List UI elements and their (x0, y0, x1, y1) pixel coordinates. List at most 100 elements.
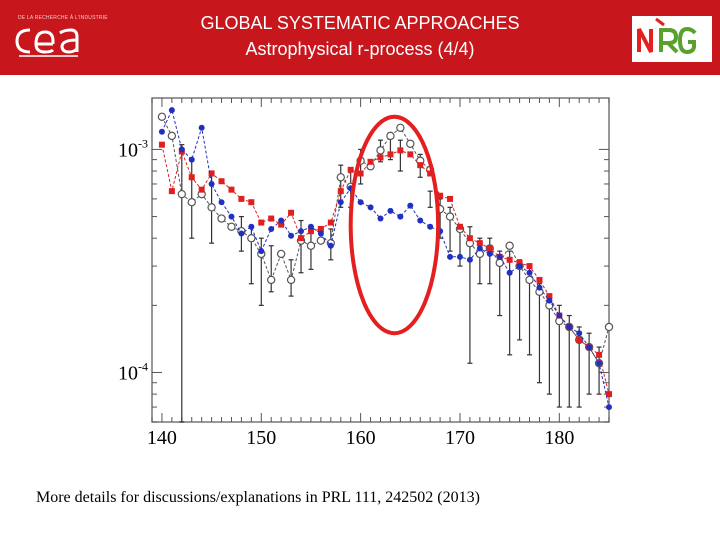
data-point-open-circle (187, 197, 196, 207)
data-point-square (307, 228, 314, 235)
data-point-square (367, 158, 374, 165)
data-point-filled-circle (268, 225, 275, 232)
data-point-square (228, 186, 235, 193)
data-point-filled-circle (586, 344, 593, 351)
cea-logo-tagline: DE LA RECHERCHE À L'INDUSTRIE (18, 15, 108, 21)
data-point-filled-circle (278, 217, 285, 224)
data-point-filled-circle (178, 146, 185, 153)
data-point-filled-circle (417, 217, 424, 224)
highlight-ellipse (348, 114, 441, 336)
x-tick-label: 160 (346, 427, 376, 449)
x-tick-label: 170 (445, 427, 475, 449)
data-point-filled-circle (516, 263, 523, 270)
data-point-square (506, 256, 513, 263)
data-point-filled-circle (218, 199, 225, 206)
data-point-filled-circle (387, 207, 394, 214)
series-line-0 (161, 116, 610, 365)
data-point-filled-circle (447, 253, 454, 260)
slide-title: GLOBAL SYSTEMATIC APPROACHES Astrophysic… (120, 10, 600, 62)
data-point-filled-circle (228, 213, 235, 220)
data-point-square (377, 154, 384, 161)
data-point-square (268, 215, 275, 222)
data-point-open-circle (386, 131, 395, 141)
data-point-filled-circle (576, 330, 583, 337)
slide-title-line1: GLOBAL SYSTEMATIC APPROACHES (200, 13, 520, 33)
data-point-open-circle (445, 212, 455, 221)
data-point-square (526, 263, 533, 270)
data-point-open-circle (207, 203, 216, 212)
data-point-open-circle (286, 275, 296, 285)
data-point-filled-circle (536, 284, 543, 291)
data-point-square (516, 259, 523, 266)
data-point-open-circle (396, 123, 405, 132)
data-point-square (238, 195, 245, 202)
y-tick-label: 10-3 (118, 136, 148, 161)
data-point-square (596, 351, 603, 358)
data-point-filled-circle (198, 124, 205, 131)
data-point-square (198, 186, 205, 193)
data-point-open-circle (306, 241, 316, 250)
data-point-open-circle (495, 258, 504, 268)
data-point-open-circle (316, 236, 326, 245)
data-point-filled-circle (466, 256, 473, 263)
data-point-filled-circle (208, 180, 215, 187)
data-point-square (407, 151, 414, 158)
data-point-square (427, 170, 434, 177)
data-point-open-circle (604, 322, 614, 332)
data-point-square (347, 166, 354, 173)
data-point-square (278, 221, 285, 228)
data-point-square (536, 276, 543, 283)
data-point-open-circle (217, 214, 226, 223)
data-point-filled-circle (168, 107, 175, 114)
data-point-filled-circle (258, 248, 265, 255)
data-point-square (466, 235, 473, 242)
data-point-open-circle (227, 222, 236, 231)
data-point-square (417, 162, 424, 169)
data-point-filled-circle (188, 156, 195, 163)
data-point-square (456, 223, 463, 230)
data-point-square (317, 225, 324, 232)
data-point-filled-circle (496, 253, 503, 260)
nrg-logo (632, 16, 712, 62)
data-point-filled-circle (367, 204, 374, 211)
data-point-open-circle (157, 112, 167, 122)
data-point-open-circle (247, 233, 256, 243)
data-point-square (188, 174, 195, 181)
data-point-filled-circle (456, 253, 463, 260)
data-point-square (387, 151, 394, 158)
data-point-square (288, 209, 295, 216)
data-point-square (447, 195, 454, 202)
data-point-open-circle (276, 249, 286, 259)
data-point-filled-circle (238, 230, 245, 237)
data-point-open-circle (177, 189, 187, 199)
data-point-square (168, 188, 175, 195)
footer-note: More details for discussions/explanation… (36, 489, 480, 506)
data-point-filled-circle (317, 230, 324, 237)
data-point-square (208, 170, 215, 177)
data-point-filled-circle (298, 228, 305, 235)
data-point-filled-circle (556, 312, 563, 319)
data-point-filled-circle (397, 213, 404, 220)
data-point-square (337, 188, 344, 195)
data-point-filled-circle (327, 242, 334, 249)
cea-logo: DE LA RECHERCHE À L'INDUSTRIE (8, 6, 108, 64)
data-point-open-circle (505, 241, 514, 250)
x-tick-label: 180 (544, 427, 574, 449)
y-tick-label: 10-4 (118, 360, 148, 385)
data-point-square (397, 147, 404, 154)
x-tick-label: 150 (246, 427, 276, 449)
data-point-square (606, 391, 612, 398)
data-point-square (258, 219, 265, 226)
data-point-filled-circle (486, 250, 493, 257)
data-point-square (218, 178, 225, 185)
data-point-filled-circle (606, 404, 612, 411)
data-point-square (476, 240, 483, 247)
data-point-open-circle (525, 275, 534, 285)
data-point-open-circle (267, 275, 276, 285)
data-point-filled-circle (377, 215, 384, 222)
data-point-open-circle (475, 249, 485, 259)
data-point-filled-circle (427, 223, 434, 230)
data-point-filled-circle (546, 297, 553, 304)
data-point-square (327, 219, 334, 226)
